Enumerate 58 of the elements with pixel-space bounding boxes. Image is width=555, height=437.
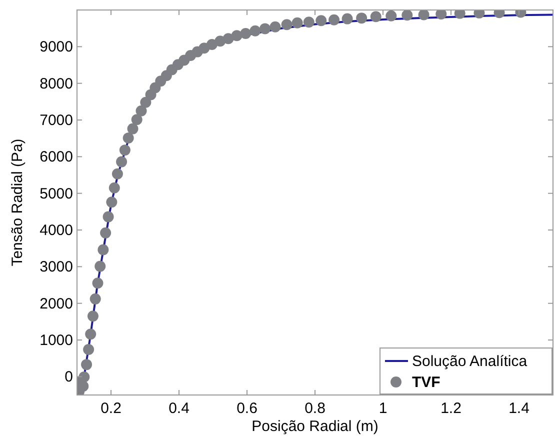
x-tick-label: 1.2 (440, 400, 462, 417)
point (100, 227, 112, 238)
point (436, 10, 447, 20)
point (116, 156, 128, 168)
point (386, 10, 397, 22)
y-tick-label: 8000 (40, 75, 73, 92)
x-tick-label: 0.8 (304, 400, 326, 417)
point (122, 132, 134, 144)
point (85, 328, 96, 340)
point (81, 359, 92, 370)
point (356, 12, 368, 24)
point (316, 15, 327, 26)
point (98, 244, 109, 256)
point (119, 144, 130, 156)
point (250, 25, 261, 36)
point (92, 278, 104, 289)
y-tick-label: 7000 (40, 112, 73, 129)
y-tick-label: 4000 (40, 222, 73, 239)
point (136, 105, 147, 116)
point (342, 13, 353, 24)
x-axis-title: Posição Radial (m) (252, 418, 378, 435)
point (240, 28, 252, 39)
y-tick-label: 1000 (40, 332, 73, 349)
y-tick-label: 9000 (40, 38, 73, 56)
x-tick-label: 1.4 (508, 400, 530, 417)
y-axis-title: Tensão Radial (Pa) (9, 138, 26, 266)
point (127, 123, 138, 134)
x-tick-label: 0.4 (168, 400, 190, 417)
point (87, 310, 98, 322)
point (260, 23, 271, 34)
y-tick-label: 0 (64, 368, 73, 386)
y-tick-label: 2000 (40, 295, 73, 312)
point (106, 196, 118, 208)
point (303, 16, 314, 28)
point (112, 168, 123, 180)
x-tick-label: 1 (378, 400, 388, 417)
point (292, 17, 303, 28)
point (328, 14, 340, 26)
point (83, 344, 94, 356)
point (90, 293, 101, 304)
point (418, 10, 430, 20)
y-tick-label: 6000 (40, 148, 73, 166)
point (370, 11, 382, 22)
point (281, 19, 292, 30)
point (402, 10, 413, 21)
point (94, 260, 106, 272)
point (108, 182, 120, 194)
point (270, 21, 281, 32)
x-tick-label: 0.2 (100, 400, 122, 417)
legend-label: Solução Analítica (412, 353, 528, 370)
x-tick-label: 0.6 (236, 400, 258, 417)
point (131, 114, 142, 126)
y-tick-label: 5000 (40, 185, 73, 202)
point (140, 96, 152, 108)
point (78, 372, 90, 383)
legend-label: TVF (412, 374, 440, 391)
y-tick-label: 3000 (40, 258, 73, 276)
point (102, 211, 114, 222)
